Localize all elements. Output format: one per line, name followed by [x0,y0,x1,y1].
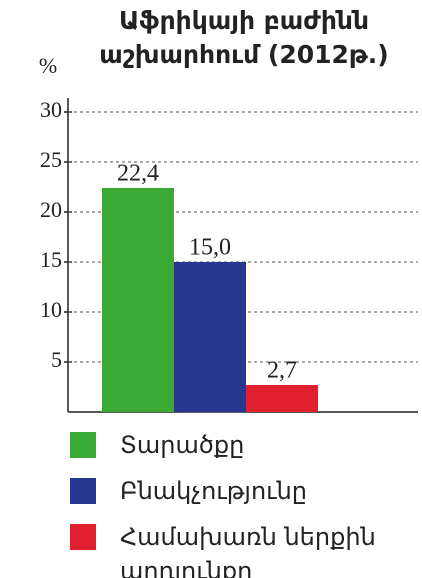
y-tick-label: 30 [40,97,62,122]
y-axis-label: % [39,53,57,78]
y-tick-label: 20 [40,197,62,222]
legend-item: Համախառն ներքին արդյունքը [70,520,410,578]
bar [102,188,174,412]
value-label: 15,0 [189,235,231,261]
legend-swatch [70,432,96,458]
value-label: 2,7 [267,358,297,384]
legend: Տարածքը Բնակչությունը Համախառն ներքին արդյ… [70,428,410,578]
legend-item: Տարածքը [70,428,410,462]
legend-label: Տարածքը [120,431,245,459]
y-tick-label: 10 [40,297,62,322]
bar [246,385,318,412]
bar [174,262,246,412]
chart-title: Աֆրիկայի բաժինն աշխարհում (2012թ.) [99,6,389,69]
legend-swatch [70,524,96,550]
legend-item: Բնակչությունը [70,474,410,508]
value-label: 22,4 [117,161,159,187]
y-tick-label: 25 [40,147,62,172]
legend-label: Բնակչությունը [120,477,308,505]
y-tick-label: 5 [51,347,62,372]
legend-swatch [70,478,96,504]
legend-label: Համախառն ներքին արդյունքը [120,523,376,578]
y-tick-label: 15 [40,247,62,272]
